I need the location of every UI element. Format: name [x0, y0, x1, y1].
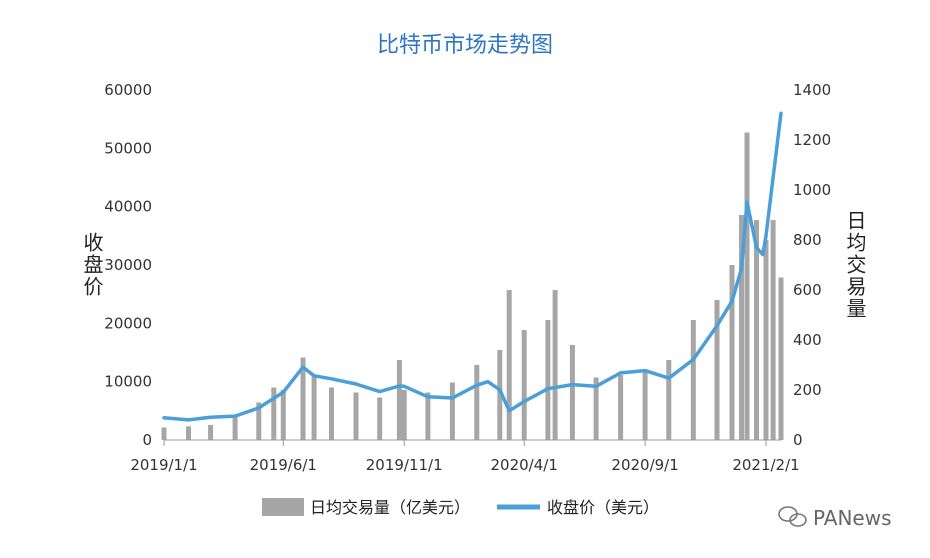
x-axis-ticks: 2019/1/1 2019/6/1 2019/11/1 2020/4/1 2020/9/…	[130, 440, 800, 474]
left-tick-label: 60000	[104, 81, 152, 99]
volume-bar	[569, 345, 575, 440]
right-tick-label: 200	[793, 381, 822, 399]
volume-bar	[329, 387, 334, 440]
price-line	[162, 111, 783, 422]
left-tick-label: 40000	[104, 198, 152, 216]
left-tick-label: 0	[142, 431, 152, 449]
x-tick-label: 2020/9/1	[611, 456, 678, 474]
wechat-icon	[778, 506, 807, 527]
volume-bar	[593, 377, 599, 440]
volume-bar	[396, 360, 402, 440]
volume-bar	[449, 382, 455, 440]
x-tick-label: 2019/11/1	[366, 456, 443, 474]
watermark-text: PANews	[813, 506, 892, 530]
x-tick-label: 2020/4/1	[491, 456, 558, 474]
volume-bar	[401, 390, 407, 440]
price-line-group	[162, 111, 783, 422]
volume-bars	[161, 132, 784, 441]
right-tick-label: 1000	[793, 181, 831, 199]
volume-bar	[666, 360, 672, 440]
volume-bar	[545, 320, 551, 440]
volume-bar	[186, 426, 191, 441]
volume-bar	[377, 397, 383, 440]
volume-bar	[778, 277, 784, 440]
volume-bar	[770, 220, 776, 440]
volume-bar	[552, 290, 558, 440]
volume-bar	[271, 387, 277, 440]
volume-bar	[763, 240, 769, 440]
volume-bar	[497, 350, 503, 440]
volume-bar	[425, 392, 431, 440]
volume-bar	[256, 402, 262, 440]
right-tick-label: 800	[793, 231, 822, 249]
left-axis-label: 收盘价	[80, 232, 104, 298]
x-tick-label: 2021/2/1	[732, 456, 799, 474]
volume-bar	[161, 427, 167, 440]
legend-label-volume: 日均交易量（亿美元）	[310, 498, 470, 517]
right-axis-label: 日均交易量	[843, 210, 867, 320]
legend-swatch-volume	[262, 498, 304, 516]
left-axis-ticks: 0 10000 20000 30000 40000 50000 60000	[104, 81, 152, 449]
right-tick-label: 600	[793, 281, 822, 299]
volume-bar	[474, 365, 480, 440]
volume-bar	[521, 330, 527, 440]
volume-bar	[642, 370, 648, 440]
volume-bar	[714, 300, 720, 440]
volume-bar	[300, 357, 306, 440]
legend-label-price: 收盘价（美元）	[547, 498, 659, 517]
x-tick-label: 2019/1/1	[130, 456, 197, 474]
right-axis-ticks: 0 200 400 600 800 1000 1200 1400	[793, 81, 831, 449]
volume-bar	[744, 132, 750, 440]
left-tick-label: 30000	[104, 256, 152, 274]
right-tick-label: 0	[793, 431, 803, 449]
volume-bar	[280, 390, 286, 440]
right-tick-label: 1400	[793, 81, 831, 99]
legend: 日均交易量（亿美元） 收盘价（美元）	[262, 498, 659, 517]
right-tick-label: 1200	[793, 131, 831, 149]
volume-bar	[690, 320, 696, 440]
volume-bar	[739, 215, 744, 440]
volume-bar	[754, 220, 759, 440]
volume-bar	[729, 265, 735, 440]
volume-bar	[208, 425, 214, 440]
volume-bar	[232, 417, 238, 440]
chart-title: 比特币市场走势图	[377, 33, 553, 58]
left-tick-label: 50000	[104, 139, 152, 157]
watermark: PANews	[778, 506, 892, 530]
volume-bar	[311, 375, 317, 440]
volume-bar	[353, 392, 359, 440]
x-tick-label: 2019/6/1	[250, 456, 317, 474]
right-tick-label: 400	[793, 331, 822, 349]
volume-bar	[506, 290, 512, 440]
left-tick-label: 20000	[104, 314, 152, 332]
volume-bar	[618, 375, 624, 440]
left-tick-label: 10000	[104, 373, 152, 391]
